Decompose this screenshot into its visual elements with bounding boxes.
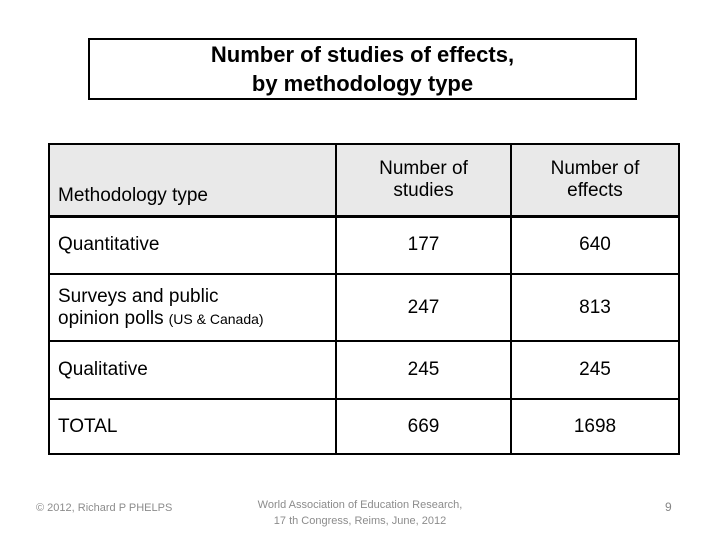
studies-value: 669 bbox=[335, 398, 512, 455]
conference-line1: World Association of Education Research, bbox=[257, 499, 463, 511]
methodology-table: Methodology type Number of studies Numbe… bbox=[48, 143, 680, 455]
slide-title-line1: Number of studies of effects, bbox=[210, 42, 515, 67]
header-number-of-studies: Number of studies bbox=[335, 143, 512, 218]
header-methodology-type: Methodology type bbox=[48, 143, 337, 218]
row-label: TOTAL bbox=[48, 398, 337, 455]
studies-value: 177 bbox=[335, 215, 512, 275]
conference-line2: 17 th Congress, Reims, June, 2012 bbox=[273, 515, 447, 527]
row-label: Qualitative bbox=[48, 340, 337, 400]
effects-value: 1698 bbox=[510, 398, 680, 455]
row-label-text: Surveys and public opinion polls bbox=[58, 285, 219, 329]
row-label-text: TOTAL bbox=[58, 415, 118, 437]
row-label: Quantitative bbox=[48, 215, 337, 275]
studies-value: 247 bbox=[335, 273, 512, 342]
effects-value: 640 bbox=[510, 215, 680, 275]
row-label: Surveys and public opinion polls (US & Ca… bbox=[48, 273, 337, 342]
row-label-note: (US & Canada) bbox=[168, 310, 264, 327]
table-row-surveys: Surveys and public opinion polls (US & Ca… bbox=[48, 273, 680, 342]
studies-value: 245 bbox=[335, 340, 512, 400]
row-label-text: Qualitative bbox=[58, 359, 148, 380]
copyright-text: © 2012, Richard P PHELPS bbox=[36, 502, 173, 514]
table-row-total: TOTAL 669 1698 bbox=[48, 398, 680, 455]
table-row-qualitative: Qualitative 245 245 bbox=[48, 340, 680, 400]
page-number: 9 bbox=[665, 500, 672, 514]
slide-title-box: Number of studies of effects, by methodo… bbox=[88, 38, 637, 100]
conference-text: World Association of Education Research,… bbox=[0, 497, 720, 529]
header-number-of-effects: Number of effects bbox=[510, 143, 680, 218]
slide-title-line2: by methodology type bbox=[251, 71, 474, 96]
row-label-text: Quantitative bbox=[58, 234, 160, 256]
table-header-row: Methodology type Number of studies Numbe… bbox=[48, 143, 680, 218]
effects-value: 245 bbox=[510, 340, 680, 400]
table-row-quantitative: Quantitative 177 640 bbox=[48, 215, 680, 275]
effects-value: 813 bbox=[510, 273, 680, 342]
